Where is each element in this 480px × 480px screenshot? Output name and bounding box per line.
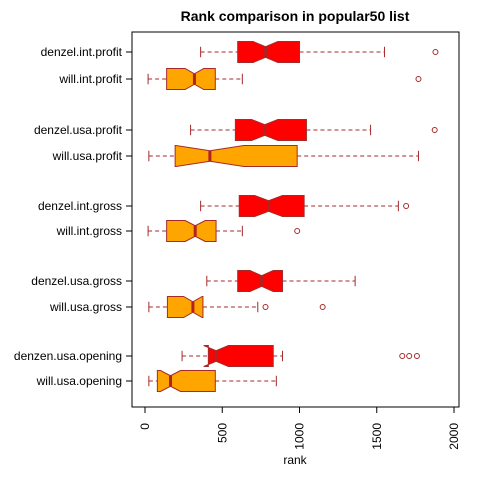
chart-title: Rank comparison in popular50 list	[181, 8, 410, 24]
notched-box	[156, 370, 216, 392]
box-will-int-profit	[147, 68, 422, 90]
x-tick-label: 500	[215, 423, 229, 443]
outlier-point	[262, 304, 269, 310]
category-label: will.int.gross	[56, 224, 122, 238]
outlier-point	[403, 203, 410, 209]
category-label: denzel.usa.gross	[31, 274, 122, 288]
category-label: denzen.usa.opening	[14, 349, 122, 363]
category-label: denzel.usa.profit	[34, 123, 123, 137]
box-denzel-int-gross	[200, 195, 410, 217]
notched-box	[203, 345, 274, 367]
x-axis-label: rank	[283, 453, 307, 467]
x-axis: 0 500 1000 1500 2000	[138, 406, 461, 450]
outlier-point	[294, 228, 301, 234]
boxes	[147, 41, 439, 392]
category-label: denzel.int.gross	[38, 199, 122, 213]
notched-box	[174, 145, 298, 167]
box-denzel-usa-profit	[190, 119, 438, 141]
box-denzel-int-profit	[200, 41, 439, 63]
outlier-point	[415, 76, 422, 82]
notched-box	[238, 195, 305, 217]
outlier-point	[399, 353, 406, 359]
x-tick-label: 1000	[293, 423, 307, 450]
box-will-int-gross	[147, 220, 301, 242]
outlier-point	[413, 353, 420, 359]
notched-box	[166, 296, 204, 318]
notched-box	[237, 270, 284, 292]
category-label: will.usa.gross	[49, 300, 122, 314]
x-tick-label: 0	[138, 423, 152, 430]
outlier-point	[319, 304, 326, 310]
category-label: denzel.int.profit	[41, 45, 123, 59]
box-denzel-usa-gross	[206, 270, 356, 292]
box-will-usa-gross	[148, 296, 326, 318]
notched-box	[166, 68, 216, 90]
outlier-point	[406, 353, 413, 359]
notched-box	[237, 41, 300, 63]
outlier-point	[431, 127, 438, 133]
x-tick-label: 2000	[447, 423, 461, 450]
category-label: will.usa.opening	[36, 374, 122, 388]
box-will-usa-profit	[148, 145, 419, 167]
category-label: will.int.profit	[58, 72, 122, 86]
box-denzen-usa-opening	[181, 345, 420, 367]
category-label: will.usa.profit	[52, 149, 123, 163]
outlier-point	[432, 49, 439, 55]
x-tick-label: 1500	[370, 423, 384, 450]
category-labels: denzel.int.profit will.int.profit denzel.u…	[14, 45, 132, 388]
box-will-usa-opening	[148, 370, 277, 392]
notched-box	[234, 119, 307, 141]
notched-box	[166, 220, 217, 242]
